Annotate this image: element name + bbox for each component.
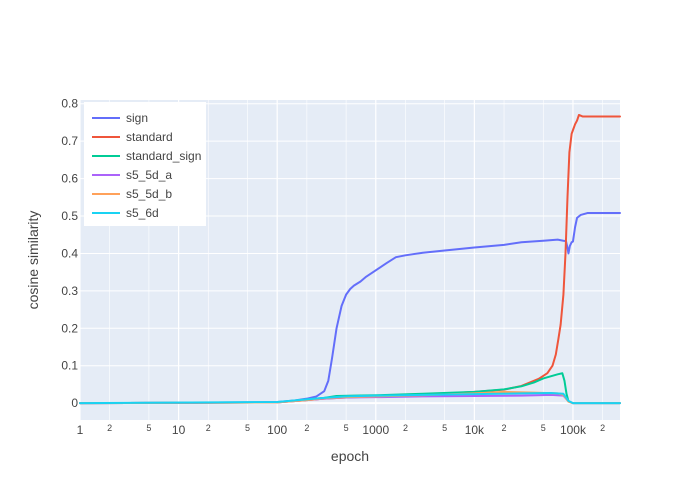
y-tick-label: 0: [71, 396, 78, 410]
x-tick-label: 10: [172, 423, 186, 437]
x-tick-label: 10k: [465, 423, 485, 437]
x-minor-tick-label: 5: [344, 423, 349, 433]
x-minor-tick-label: 5: [541, 423, 546, 433]
y-tick-label: 0.3: [61, 284, 78, 298]
x-tick-label: 100k: [560, 423, 587, 437]
x-minor-tick-label: 2: [206, 423, 211, 433]
legend-label-standard-sign: standard_sign: [126, 149, 201, 163]
y-tick-label: 0.7: [61, 134, 78, 148]
y-tick-label: 0.4: [61, 246, 78, 260]
series-lines: [79, 113, 621, 405]
legend-item-s5-6d[interactable]: s5_6d: [92, 206, 159, 220]
legend-item-sign[interactable]: sign: [92, 111, 148, 125]
x-minor-tick-label: 5: [146, 423, 151, 433]
legend-item-standard-sign[interactable]: standard_sign: [92, 149, 201, 163]
legend-item-s5-5d-b[interactable]: s5_5d_b: [92, 187, 172, 201]
x-minor-tick-label: 2: [600, 423, 605, 433]
y-tick-label: 0.2: [61, 321, 78, 335]
legend-item-standard[interactable]: standard: [92, 130, 173, 144]
x-axis-ticks: 2 5 2 5 2 5 2 5 2 5 2 1 10 100 1000 10k 100k: [77, 423, 605, 437]
x-tick-label: 100: [267, 423, 287, 437]
x-axis-title: epoch: [331, 448, 369, 464]
series-line-s5-6d: [79, 392, 621, 405]
y-tick-label: 0.6: [61, 172, 78, 186]
legend-label-standard: standard: [126, 130, 173, 144]
legend-label-sign: sign: [126, 111, 148, 125]
y-tick-label: 0.5: [61, 209, 78, 223]
x-minor-tick-label: 5: [245, 423, 250, 433]
series-line-sign: [79, 212, 621, 405]
legend-label-s5-5d-a: s5_5d_a: [126, 168, 172, 182]
legend-label-s5-6d: s5_6d: [126, 206, 159, 220]
legend-box: [84, 102, 206, 226]
x-tick-label: 1000: [362, 423, 389, 437]
y-axis-title: cosine similarity: [25, 211, 41, 310]
y-tick-label: 0.8: [61, 97, 78, 111]
x-minor-tick-label: 2: [304, 423, 309, 433]
legend-label-s5-5d-b: s5_5d_b: [126, 187, 172, 201]
x-minor-tick-label: 2: [403, 423, 408, 433]
y-tick-label: 0.1: [61, 359, 78, 373]
legend-item-s5-5d-a[interactable]: s5_5d_a: [92, 168, 172, 182]
x-tick-label: 1: [77, 423, 84, 437]
legend[interactable]: sign standard standard_sign s5_5d_a s5_5…: [84, 102, 206, 226]
x-minor-tick-label: 2: [107, 423, 112, 433]
x-minor-tick-label: 5: [442, 423, 447, 433]
y-axis-ticks: 0 0.1 0.2 0.3 0.4 0.5 0.6 0.7 0.8: [61, 97, 78, 410]
x-minor-tick-label: 2: [502, 423, 507, 433]
